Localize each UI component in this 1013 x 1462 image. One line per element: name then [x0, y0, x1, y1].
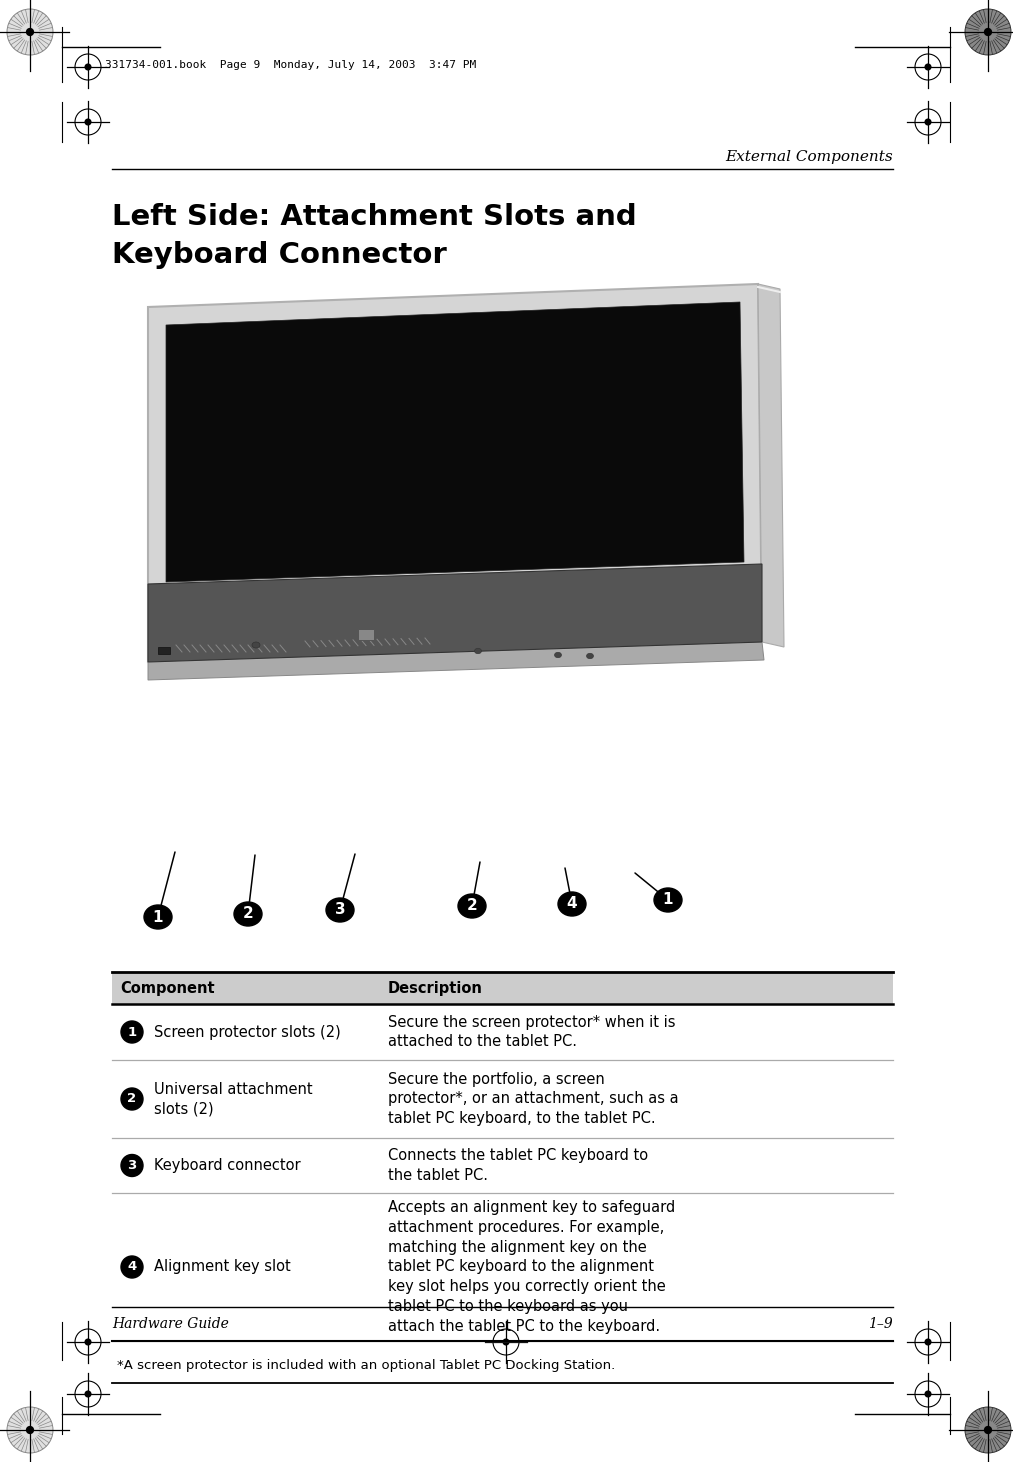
Text: *A screen protector is included with an optional Tablet PC Docking Station.: *A screen protector is included with an … [116, 1360, 615, 1371]
Ellipse shape [326, 898, 354, 923]
Text: Hardware Guide: Hardware Guide [112, 1317, 229, 1330]
Text: 2: 2 [467, 899, 477, 914]
Bar [158, 648, 170, 654]
Ellipse shape [474, 648, 481, 654]
Text: Component: Component [120, 981, 215, 996]
Text: Connects the tablet PC keyboard to
the tablet PC.: Connects the tablet PC keyboard to the t… [388, 1148, 648, 1183]
Text: 4: 4 [128, 1260, 137, 1273]
Polygon shape [148, 642, 764, 680]
Circle shape [925, 64, 931, 70]
Polygon shape [758, 284, 784, 648]
Circle shape [121, 1020, 143, 1042]
Text: Left Side: Attachment Slots and: Left Side: Attachment Slots and [112, 203, 637, 231]
Text: 1–9: 1–9 [868, 1317, 893, 1330]
Circle shape [925, 1392, 931, 1396]
Ellipse shape [554, 652, 561, 658]
Ellipse shape [558, 892, 586, 917]
Ellipse shape [234, 902, 262, 925]
Circle shape [985, 1427, 992, 1433]
Circle shape [965, 9, 1011, 56]
Circle shape [965, 1406, 1011, 1453]
Circle shape [985, 29, 992, 35]
Circle shape [121, 1256, 143, 1278]
Circle shape [85, 118, 91, 124]
Text: Secure the portfolio, a screen
protector*, or an attachment, such as a
tablet PC: Secure the portfolio, a screen protector… [388, 1072, 679, 1126]
Text: Secure the screen protector* when it is
attached to the tablet PC.: Secure the screen protector* when it is … [388, 1015, 676, 1050]
Text: Alignment key slot: Alignment key slot [154, 1259, 291, 1275]
Text: 331734-001.book  Page 9  Monday, July 14, 2003  3:47 PM: 331734-001.book Page 9 Monday, July 14, … [105, 60, 476, 70]
Ellipse shape [252, 642, 260, 648]
Text: Screen protector slots (2): Screen protector slots (2) [154, 1025, 340, 1039]
Ellipse shape [654, 887, 682, 912]
Circle shape [925, 118, 931, 124]
Circle shape [121, 1155, 143, 1177]
Ellipse shape [144, 905, 172, 928]
Text: 2: 2 [128, 1092, 137, 1105]
Text: 1: 1 [128, 1025, 137, 1038]
Text: External Components: External Components [725, 151, 893, 164]
Circle shape [925, 1339, 931, 1345]
Polygon shape [148, 564, 762, 662]
Circle shape [121, 1088, 143, 1110]
Text: 3: 3 [128, 1159, 137, 1173]
Text: Keyboard connector: Keyboard connector [154, 1158, 301, 1173]
Circle shape [26, 29, 33, 35]
Text: 3: 3 [334, 902, 345, 918]
Text: 4: 4 [566, 896, 577, 911]
Circle shape [7, 9, 53, 56]
Polygon shape [166, 303, 744, 582]
Ellipse shape [458, 893, 486, 918]
Text: 1: 1 [153, 909, 163, 924]
Ellipse shape [587, 654, 594, 659]
Circle shape [7, 1406, 53, 1453]
Text: Keyboard Connector: Keyboard Connector [112, 241, 447, 269]
Text: Accepts an alignment key to safeguard
attachment procedures. For example,
matchi: Accepts an alignment key to safeguard at… [388, 1200, 676, 1333]
Circle shape [85, 64, 91, 70]
Bar [358, 629, 374, 640]
Polygon shape [148, 284, 762, 662]
Circle shape [85, 1339, 91, 1345]
Circle shape [26, 1427, 33, 1433]
Text: 1: 1 [663, 892, 674, 908]
Text: Description: Description [388, 981, 483, 996]
Text: 2: 2 [243, 906, 253, 921]
Circle shape [85, 1392, 91, 1396]
Bar [112, 972, 893, 1004]
Circle shape [503, 1339, 509, 1345]
Text: Universal attachment
slots (2): Universal attachment slots (2) [154, 1082, 313, 1117]
